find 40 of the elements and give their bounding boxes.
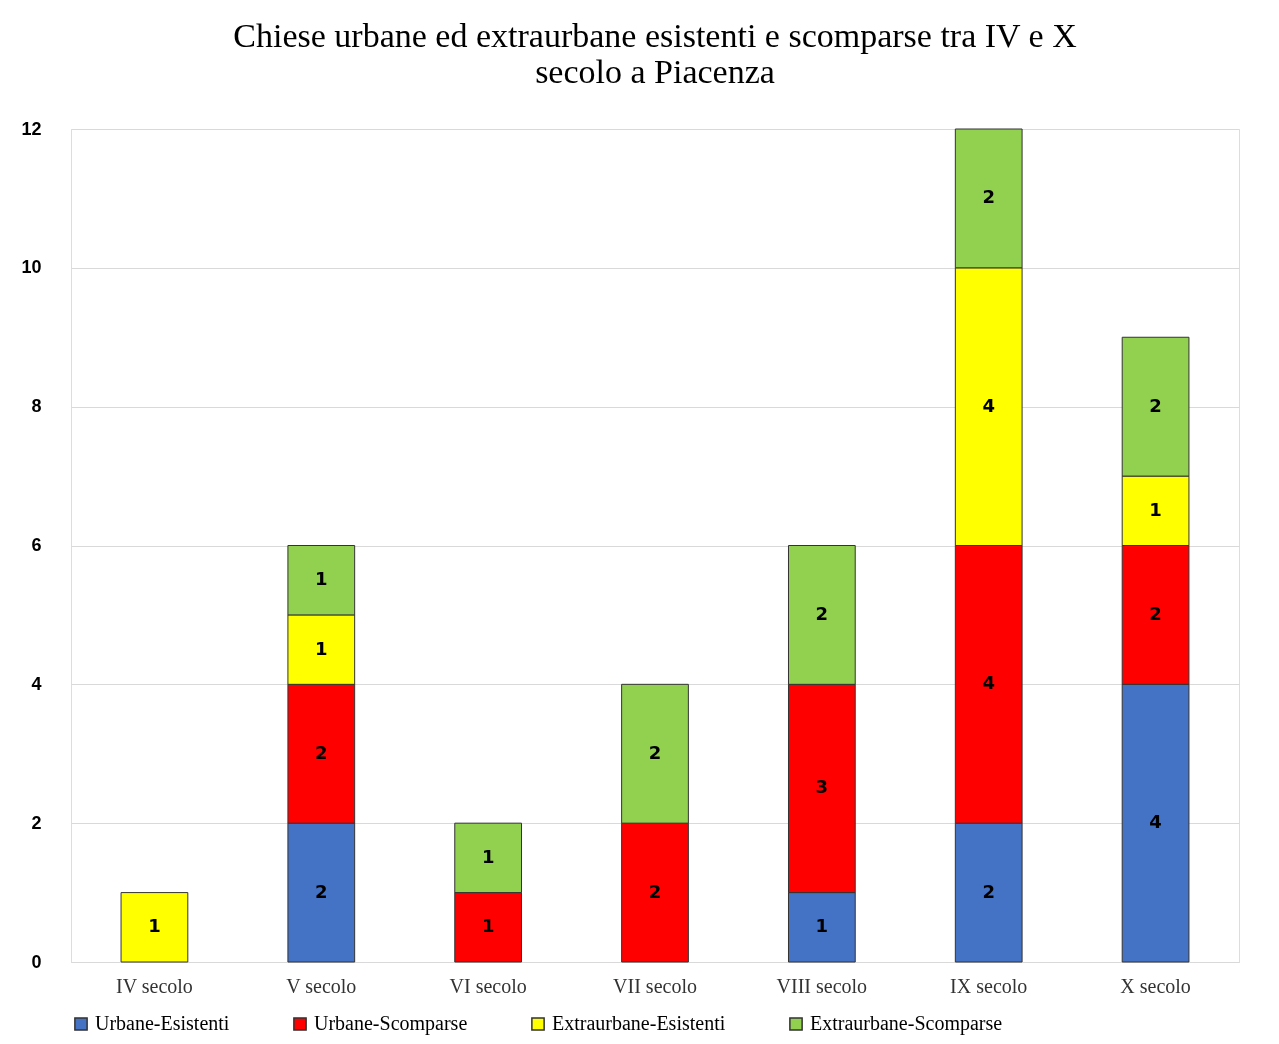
- legend-label: Extraurbane-Esistenti: [552, 1012, 726, 1034]
- x-tick-label: VIII secolo: [776, 974, 868, 997]
- y-tick-label: 6: [31, 535, 42, 555]
- x-tick-label: IV secolo: [116, 974, 193, 997]
- x-tick-label: V secolo: [286, 974, 357, 997]
- data-label: 2: [315, 741, 328, 763]
- chart-title: Chiese urbane ed extraurbane esistenti e scomparse tra IV e X secolo a Piacenza: [233, 17, 1077, 90]
- y-tick-label: 2: [31, 812, 42, 833]
- y-tick-label: 10: [21, 257, 42, 278]
- data-label: 2: [648, 880, 662, 902]
- legend-label: Urbane-Esistenti: [95, 1012, 230, 1034]
- data-label: 1: [1149, 498, 1162, 520]
- data-label: 2: [982, 186, 995, 208]
- y-tick-label: 12: [21, 118, 42, 139]
- data-label: 2: [1149, 394, 1162, 416]
- y-tick-label: 8: [31, 396, 42, 417]
- data-label: 4: [1149, 811, 1162, 833]
- data-label: 2: [315, 880, 328, 902]
- x-tick-label: IX secolo: [950, 974, 1028, 997]
- data-label: 3: [815, 776, 829, 798]
- data-label: 1: [481, 845, 495, 867]
- y-tick-label: 0: [31, 951, 42, 972]
- data-label: 2: [1149, 602, 1162, 624]
- data-label: 2: [648, 741, 662, 763]
- data-label: 4: [982, 394, 995, 416]
- legend-label: Urbane-Scomparse: [314, 1012, 468, 1035]
- data-label: 4: [982, 672, 995, 694]
- data-label: 1: [148, 915, 161, 937]
- data-label: 2: [982, 880, 995, 902]
- data-label: 1: [315, 637, 328, 659]
- data-label: 1: [815, 915, 829, 937]
- data-label: 2: [815, 602, 829, 624]
- x-tick-label: VII secolo: [613, 974, 697, 997]
- x-tick-label: VI secolo: [449, 974, 527, 997]
- legend-label: Extraurbane-Scomparse: [810, 1012, 1003, 1035]
- data-label: 1: [481, 915, 495, 937]
- data-label: 1: [315, 568, 328, 590]
- x-tick-label: X secolo: [1120, 974, 1191, 997]
- y-tick-label: 4: [31, 673, 42, 694]
- bar: [120, 892, 189, 963]
